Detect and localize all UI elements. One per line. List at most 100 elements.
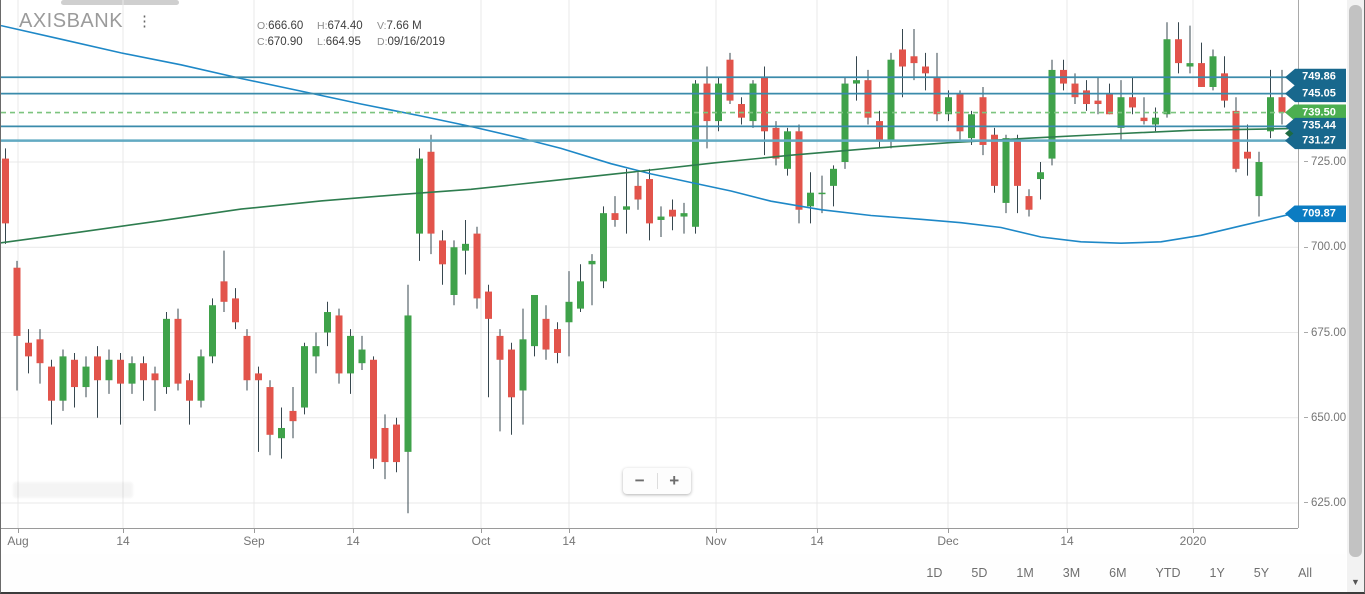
candle-down <box>703 83 711 122</box>
watermark <box>13 482 133 498</box>
vertical-scrollbar-thumb[interactable] <box>1349 5 1362 557</box>
ma-green-line <box>1 127 1294 244</box>
candle-up <box>209 305 216 357</box>
price-badge: 739.50 <box>1285 104 1346 122</box>
low-value: 664.95 <box>325 36 361 48</box>
candlestick-chart-canvas[interactable] <box>1 0 1298 528</box>
range-button-1d[interactable]: 1D <box>926 566 943 580</box>
candle-down <box>151 373 159 381</box>
range-button-5d[interactable]: 5D <box>971 566 988 580</box>
time-tick-label: Aug <box>7 534 29 548</box>
candle-up <box>128 363 136 384</box>
candle-up <box>105 359 113 381</box>
zoom-in-button[interactable]: + <box>669 471 680 490</box>
candle-up <box>1209 56 1217 87</box>
candle-up <box>1002 138 1010 203</box>
scrollbar-down-arrow-icon[interactable]: ▼ <box>1347 574 1364 590</box>
high-value: 674.40 <box>327 20 363 32</box>
candle-up <box>807 192 814 207</box>
candle-up <box>312 346 320 357</box>
candle-down <box>174 318 182 384</box>
candle-down <box>266 387 274 435</box>
zoom-out-button[interactable]: − <box>634 471 645 490</box>
price-tick-label: 700.00 <box>1304 241 1346 253</box>
candle-down <box>370 359 377 459</box>
zoom-control: − + <box>623 468 691 494</box>
price-badge: 749.86 <box>1285 68 1346 86</box>
range-button-5y[interactable]: 5Y <box>1253 566 1270 580</box>
candle-down <box>910 56 918 64</box>
candle-up <box>416 158 423 234</box>
candle-down <box>71 359 78 388</box>
time-tick-mark <box>569 529 570 533</box>
candle-down <box>25 342 32 357</box>
candle-down <box>2 158 9 224</box>
open-label: O: <box>257 20 269 32</box>
candle-up <box>519 339 527 391</box>
volume-value: 7.66 M <box>386 20 422 32</box>
candle-up <box>404 315 412 452</box>
candle-down <box>922 66 929 74</box>
candle-down <box>1140 117 1148 122</box>
candle-down <box>381 427 389 463</box>
candle-down <box>243 335 251 381</box>
time-tick-label: Nov <box>705 534 727 548</box>
price-axis[interactable]: 725.00 700.00 675.00 650.00 625.00 749.86 745.… <box>1285 0 1347 528</box>
horizontal-scrollbar-thumb[interactable] <box>61 0 179 5</box>
candle-up <box>853 80 860 84</box>
time-tick-mark <box>948 529 949 533</box>
candle-down <box>1175 39 1182 64</box>
candle-down <box>1106 93 1113 115</box>
range-button-ytd[interactable]: YTD <box>1155 566 1181 580</box>
date-value: 09/16/2019 <box>387 36 446 48</box>
high-label: H: <box>317 20 328 32</box>
candle-down <box>289 410 297 422</box>
candle-down <box>485 291 492 319</box>
range-button-1m[interactable]: 1M <box>1016 566 1034 580</box>
candle-up <box>347 335 354 374</box>
candle-down <box>393 424 400 463</box>
candle-up <box>1152 117 1159 125</box>
time-tick-label: 14 <box>116 534 130 548</box>
volume-label: V: <box>377 20 387 32</box>
time-axis[interactable]: Aug 14 Sep 14 Oct 14 Nov 14 Dec 14 2020 <box>1 528 1298 555</box>
candle-up <box>1037 172 1044 180</box>
range-button-6m[interactable]: 6M <box>1109 566 1127 580</box>
candle-down <box>1198 63 1205 87</box>
candle-down <box>991 134 998 186</box>
candle-down <box>738 104 745 118</box>
candle-down <box>1129 97 1136 108</box>
range-button-3m[interactable]: 3M <box>1062 566 1081 580</box>
price-tick-label: 725.00 <box>1304 156 1346 168</box>
time-tick-mark <box>18 529 19 533</box>
candle-up <box>945 97 952 115</box>
time-tick-mark <box>1067 529 1068 533</box>
candle-up <box>749 83 757 122</box>
date-label: D: <box>377 36 388 48</box>
time-tick-label: 14 <box>1060 534 1074 548</box>
candle-up <box>197 356 205 401</box>
candle-up <box>657 216 665 220</box>
candle-down <box>335 315 343 374</box>
range-selector-bar: 1D 5D 1M 3M 6M YTD 1Y 5Y All <box>1 554 1346 592</box>
ohlc-legend: O:666.60 H:674.40 V:7.66 M C:670.90 L:66… <box>257 20 487 52</box>
time-tick-mark <box>1193 529 1194 533</box>
price-tick-label: 675.00 <box>1304 327 1346 339</box>
candle-down <box>726 59 734 101</box>
range-button-1y[interactable]: 1Y <box>1209 566 1225 580</box>
kebab-menu-icon[interactable]: ⋮ <box>137 13 153 30</box>
vertical-scrollbar[interactable]: ▼ <box>1347 0 1364 592</box>
close-value: 670.90 <box>267 36 303 48</box>
candle-down <box>255 373 262 381</box>
zoom-control-divider <box>656 473 658 489</box>
candle-down <box>669 209 676 217</box>
candle-up <box>588 260 596 265</box>
candle-down <box>899 49 906 67</box>
candle-up <box>462 243 469 251</box>
candle-up <box>531 294 538 347</box>
candle-down <box>186 380 193 401</box>
candle-down <box>48 366 55 401</box>
symbol-title: AXISBANK <box>19 10 124 32</box>
range-button-all[interactable]: All <box>1298 566 1312 580</box>
candle-down <box>439 240 446 265</box>
